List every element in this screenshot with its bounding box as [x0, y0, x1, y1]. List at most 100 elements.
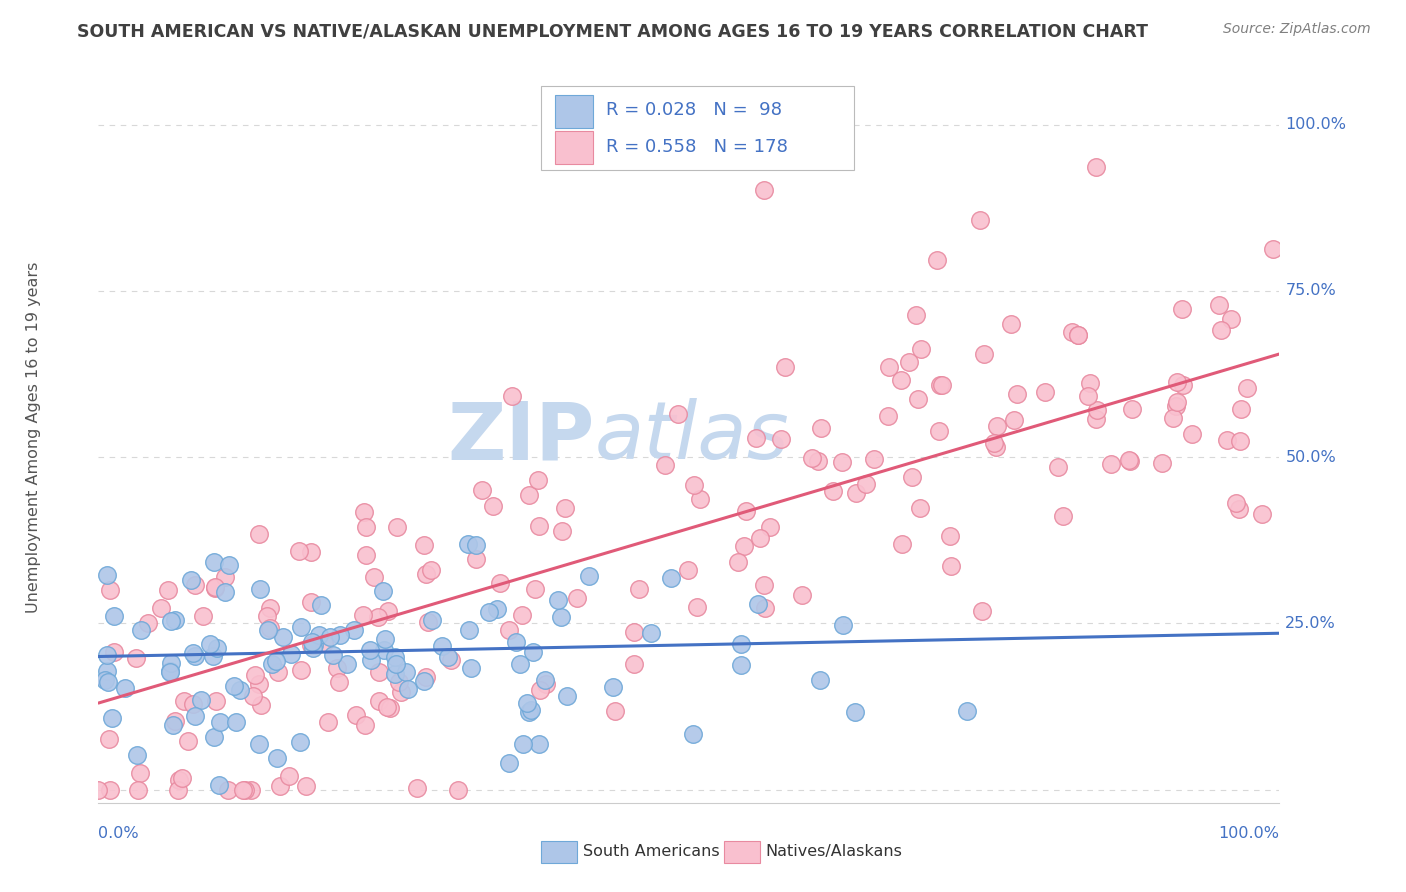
Point — [415, 566, 437, 581]
Point — [280, 647, 302, 661]
Point — [208, 715, 231, 730]
Point — [890, 373, 912, 387]
Point — [202, 730, 225, 744]
Point — [309, 598, 332, 612]
Point — [727, 555, 749, 569]
Point — [180, 573, 202, 587]
Point — [214, 570, 236, 584]
Point — [907, 392, 929, 407]
Point — [901, 470, 924, 484]
Point — [96, 568, 118, 582]
Point — [928, 424, 950, 438]
Point — [565, 591, 588, 605]
Point — [489, 575, 512, 590]
Point — [368, 694, 391, 708]
Point — [1164, 399, 1187, 413]
Point — [299, 638, 322, 652]
Point — [384, 657, 406, 671]
Point — [301, 640, 323, 655]
Point — [1052, 509, 1074, 524]
Point — [322, 648, 344, 662]
Point — [465, 538, 488, 552]
Point — [1166, 376, 1188, 390]
Point — [547, 593, 569, 607]
Point — [689, 492, 711, 507]
Point — [312, 636, 335, 650]
Point — [413, 538, 436, 552]
Point — [352, 607, 374, 622]
Point — [249, 582, 271, 596]
Bar — [541, 841, 576, 863]
Point — [343, 623, 366, 637]
Point — [125, 651, 148, 665]
Point — [201, 648, 224, 663]
Point — [384, 667, 406, 681]
Point — [360, 653, 382, 667]
Point — [437, 650, 460, 665]
Point — [259, 601, 281, 615]
Text: 50.0%: 50.0% — [1285, 450, 1336, 465]
Point — [801, 450, 824, 465]
Point — [984, 441, 1007, 455]
Point — [498, 623, 520, 637]
Point — [202, 555, 225, 569]
Point — [159, 665, 181, 679]
Point — [87, 782, 110, 797]
Point — [287, 544, 309, 558]
Point — [1261, 242, 1284, 256]
Point — [242, 689, 264, 703]
Point — [97, 675, 120, 690]
Point — [1119, 454, 1142, 468]
Point — [471, 483, 494, 497]
Point — [243, 668, 266, 682]
Point — [1002, 412, 1025, 426]
Point — [527, 519, 550, 533]
Point — [172, 771, 194, 785]
Text: South Americans: South Americans — [582, 845, 720, 859]
Point — [1085, 402, 1108, 417]
Point — [1229, 434, 1251, 449]
Point — [1208, 298, 1230, 312]
Point — [415, 670, 437, 684]
Point — [359, 643, 381, 657]
Point — [167, 772, 190, 787]
Point — [204, 581, 226, 595]
Point — [510, 608, 533, 623]
Point — [1118, 453, 1140, 467]
Point — [260, 657, 283, 672]
Text: ZIP: ZIP — [447, 398, 595, 476]
Point — [498, 756, 520, 771]
Point — [354, 717, 377, 731]
Point — [754, 183, 776, 197]
Point — [335, 657, 357, 672]
Point — [247, 737, 270, 751]
Point — [1171, 302, 1194, 317]
Point — [730, 637, 752, 651]
Point — [1166, 395, 1188, 409]
Point — [810, 421, 832, 435]
Point — [375, 700, 398, 714]
Point — [457, 623, 479, 637]
Point — [447, 782, 470, 797]
Point — [877, 409, 900, 423]
Point — [413, 673, 436, 688]
Point — [191, 609, 214, 624]
Text: Source: ZipAtlas.com: Source: ZipAtlas.com — [1223, 22, 1371, 37]
Point — [1229, 401, 1251, 416]
Point — [821, 484, 844, 499]
Point — [353, 505, 375, 519]
Text: 100.0%: 100.0% — [1285, 117, 1347, 132]
Point — [354, 519, 377, 533]
Point — [844, 705, 866, 719]
Point — [98, 583, 121, 598]
Point — [460, 661, 482, 675]
Point — [271, 631, 294, 645]
Point — [318, 630, 340, 644]
Point — [623, 624, 645, 639]
Point — [676, 563, 699, 577]
Point — [204, 580, 226, 594]
Point — [603, 704, 626, 718]
Point — [354, 548, 377, 562]
Point — [269, 779, 291, 793]
Bar — [555, 95, 593, 128]
